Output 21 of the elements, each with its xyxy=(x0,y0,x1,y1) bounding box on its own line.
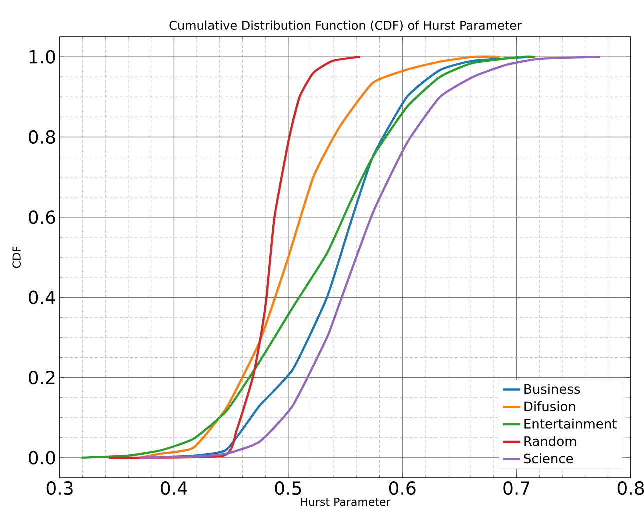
legend-label: Random xyxy=(524,436,576,446)
x-axis-title: Hurst Parameter xyxy=(301,498,391,506)
x-tick-label: 0.4 xyxy=(161,482,188,496)
x-tick-label: 0.8 xyxy=(618,482,644,496)
y-tick-label: 0.2 xyxy=(29,370,55,385)
line-series xyxy=(108,56,362,460)
y-tick-label: 0.4 xyxy=(29,290,56,304)
x-tick-label: 0.3 xyxy=(46,482,73,496)
x-tick-label: 0.7 xyxy=(504,482,530,496)
legend-label: Science xyxy=(524,454,574,464)
legend-label: Difusion xyxy=(524,401,576,412)
x-tick-label: 0.6 xyxy=(389,482,416,496)
y-tick-label: 1.0 xyxy=(30,50,56,64)
x-tick-label: 0.5 xyxy=(275,482,302,496)
y-tick-label: 0.8 xyxy=(29,130,56,144)
legend-label: Business xyxy=(524,384,580,394)
y-axis-title: CDF xyxy=(12,246,21,268)
legend-label: Entertainment xyxy=(524,418,617,429)
chart-title: Cumulative Distribution Function (CDF) of Hurst Parameter xyxy=(170,20,522,32)
y-tick-label: 0.0 xyxy=(29,451,56,465)
y-tick-label: 0.6 xyxy=(29,210,56,224)
